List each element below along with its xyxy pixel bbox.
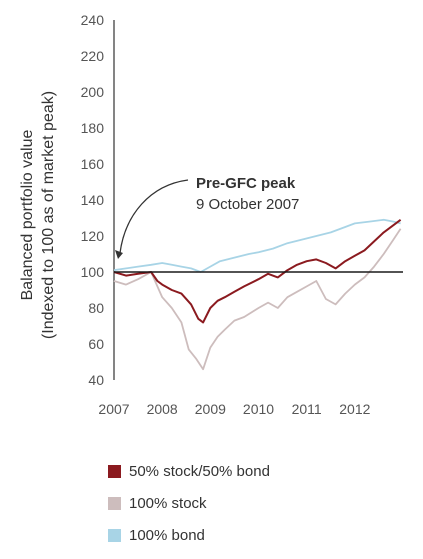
legend-label-bond: 100% bond bbox=[129, 526, 205, 544]
y-tick-label: 120 bbox=[81, 228, 105, 244]
annotation-arrowhead bbox=[115, 250, 123, 259]
series-line-stock bbox=[113, 228, 402, 371]
annotation-title: Pre-GFC peak bbox=[196, 175, 296, 192]
y-tick-label: 80 bbox=[88, 300, 104, 316]
x-tick-label: 2011 bbox=[292, 401, 322, 417]
x-tick-label: 2009 bbox=[195, 401, 226, 417]
x-tick-label: 2010 bbox=[243, 401, 274, 417]
y-axis-label-line1: Balanced portfolio value bbox=[19, 130, 36, 301]
y-tick-label: 160 bbox=[81, 156, 105, 172]
y-axis-ticks: 240 220 200 180 160 140 120 100 80 60 40 bbox=[81, 12, 105, 388]
annotation-subtitle: 9 October 2007 bbox=[196, 196, 299, 213]
legend-label-balanced: 50% stock/50% bond bbox=[129, 462, 270, 480]
legend-swatch-balanced bbox=[108, 464, 121, 478]
y-tick-label: 40 bbox=[88, 372, 104, 388]
legend-label-stock: 100% stock bbox=[129, 494, 207, 512]
y-axis-label-line2: (Indexed to 100 as of market peak) bbox=[40, 91, 57, 339]
y-tick-label: 200 bbox=[81, 84, 105, 100]
x-tick-label: 2008 bbox=[147, 401, 178, 417]
legend-item-bond: 100% bond bbox=[108, 519, 270, 551]
y-tick-label: 140 bbox=[81, 192, 105, 208]
series-group bbox=[113, 218, 402, 371]
series-line-bond bbox=[113, 218, 401, 273]
y-tick-label: 180 bbox=[81, 120, 105, 136]
legend-swatch-stock bbox=[108, 496, 121, 510]
y-tick-label: 240 bbox=[81, 12, 105, 28]
legend-item-balanced: 50% stock/50% bond bbox=[108, 455, 270, 487]
x-tick-label: 2012 bbox=[339, 401, 370, 417]
legend: 50% stock/50% bond 100% stock 100% bond bbox=[108, 455, 270, 551]
x-tick-label: 2007 bbox=[98, 401, 129, 417]
y-tick-label: 220 bbox=[81, 48, 105, 64]
y-tick-label: 100 bbox=[81, 264, 105, 280]
annotation-arrow bbox=[119, 179, 189, 254]
legend-item-stock: 100% stock bbox=[108, 487, 270, 519]
x-axis-ticks: 2007 2008 2009 2010 2011 2012 bbox=[98, 401, 370, 417]
series-line-balanced bbox=[113, 219, 402, 324]
y-tick-label: 60 bbox=[88, 336, 104, 352]
legend-swatch-bond bbox=[108, 528, 121, 542]
